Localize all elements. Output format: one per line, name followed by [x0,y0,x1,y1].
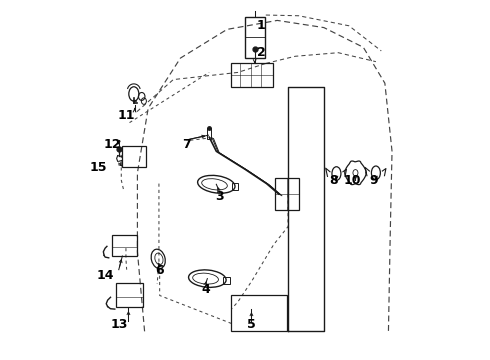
Text: 10: 10 [344,174,361,186]
Text: 2: 2 [257,46,266,59]
Text: 9: 9 [369,174,378,186]
Text: 5: 5 [247,318,256,331]
Bar [245,17,265,58]
Bar [231,296,287,331]
Text: 3: 3 [216,190,224,203]
Bar [112,235,137,256]
Bar [116,283,143,307]
Text: 8: 8 [330,174,338,186]
Bar [232,183,238,190]
Bar [122,146,146,167]
Bar [223,276,229,284]
Bar [207,129,211,139]
Text: 4: 4 [201,283,210,296]
Text: 7: 7 [183,138,191,150]
Text: 13: 13 [110,318,127,331]
Text: 12: 12 [103,138,121,150]
Text: 15: 15 [90,161,107,174]
Text: 1: 1 [257,19,266,32]
Text: 11: 11 [117,109,135,122]
Text: 6: 6 [155,264,164,277]
Bar [275,178,299,211]
Bar [231,63,272,87]
Text: 14: 14 [97,269,114,282]
